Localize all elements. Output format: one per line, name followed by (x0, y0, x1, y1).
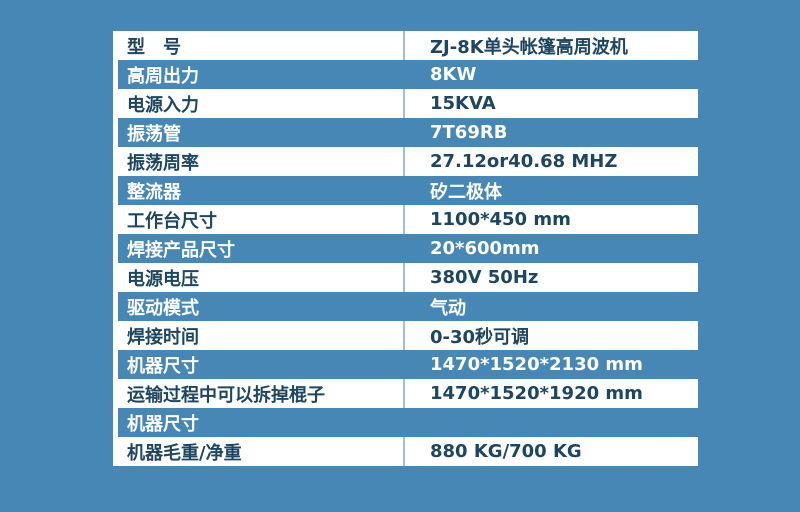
spec-value: 880 KG/700 KG (403, 437, 698, 466)
spec-table: 型 号 ZJ-8K单头帐篷高周波机高周出力 8KW 电源入力 15KVA 振荡管 7T69R… (113, 31, 698, 466)
spec-value: 0-30秒可调 (403, 321, 698, 350)
spec-value: 15KVA (403, 89, 698, 118)
spec-label: 电源电压 (127, 268, 199, 290)
spec-label: 焊接产品尺寸 (127, 239, 235, 261)
spec-label: 驱动模式 (127, 297, 199, 319)
spec-value: 1470*1520*1920 mm (403, 379, 698, 408)
spec-value: 1100*450 mm (403, 205, 698, 234)
spec-label: 机器尺寸 (127, 413, 199, 435)
spec-label: 机器毛重/净重 (127, 442, 242, 464)
spec-value (403, 408, 698, 437)
table-row: 振荡管 7T69RB (118, 118, 698, 147)
spec-value: 气动 (430, 297, 466, 319)
table-row: 焊接产品尺寸 20*600mm (118, 234, 698, 263)
spec-label: 焊接时间 (127, 326, 199, 348)
table-row: 焊接时间 0-30秒可调 (118, 321, 698, 350)
spec-label: 型 号 (127, 36, 181, 58)
table-row: 驱动模式 气动 (118, 292, 698, 321)
spec-label: 运输过程中可以拆掉棍子 (127, 384, 325, 406)
spec-label: 整流器 (127, 181, 181, 203)
spec-value: 380V 50Hz (403, 263, 698, 292)
spec-label: 振荡管 (127, 123, 181, 145)
table-row: 电源入力 15KVA (118, 89, 698, 118)
spec-value: 矽二极体 (430, 181, 502, 203)
spec-value: ZJ-8K单头帐篷高周波机 (403, 31, 698, 60)
spec-label: 电源入力 (127, 94, 199, 116)
table-row: 机器尺寸 1470*1520*2130 mm (118, 350, 698, 379)
spec-label: 工作台尺寸 (127, 210, 217, 232)
table-row: 型 号 ZJ-8K单头帐篷高周波机 (118, 31, 698, 60)
spec-value: 1470*1520*2130 mm (430, 354, 643, 375)
table-row: 机器毛重/净重 880 KG/700 KG (118, 437, 698, 466)
table-row: 高周出力 8KW (118, 60, 698, 89)
table-row: 工作台尺寸 1100*450 mm (118, 205, 698, 234)
table-row: 运输过程中可以拆掉棍子 1470*1520*1920 mm (118, 379, 698, 408)
spec-label: 机器尺寸 (127, 355, 199, 377)
spec-value: 20*600mm (430, 238, 540, 259)
table-row: 振荡周率 27.12or40.68 MHZ (118, 147, 698, 176)
spec-label: 振荡周率 (127, 152, 199, 174)
spec-value: 7T69RB (430, 122, 508, 143)
spec-value: 8KW (430, 64, 477, 85)
spec-value: 27.12or40.68 MHZ (403, 147, 698, 176)
table-row: 电源电压 380V 50Hz (118, 263, 698, 292)
table-row: 整流器 矽二极体 (118, 176, 698, 205)
spec-label: 高周出力 (127, 65, 199, 87)
table-row: 机器尺寸 (118, 408, 698, 437)
